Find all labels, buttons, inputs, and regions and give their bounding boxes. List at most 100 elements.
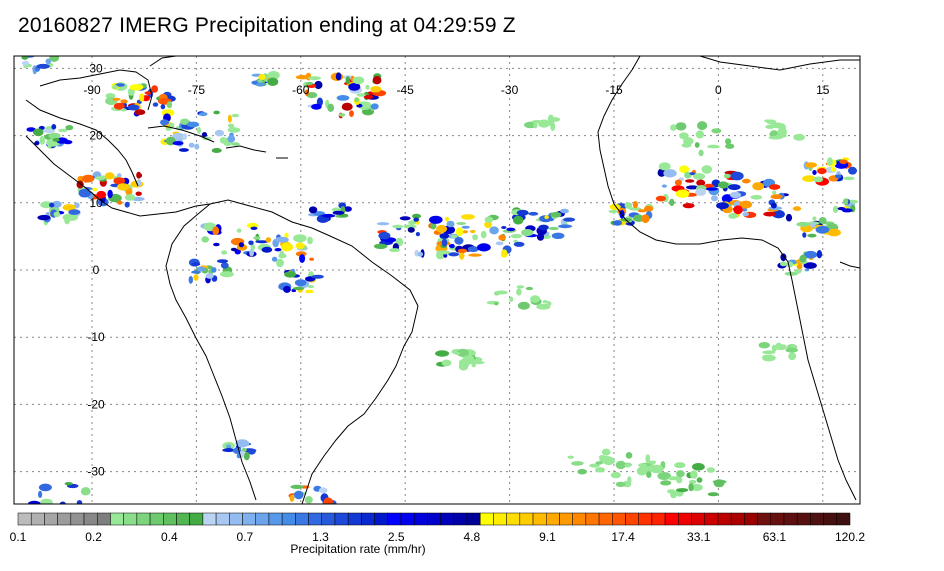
precip-cell (794, 268, 802, 274)
precip-cell (238, 242, 244, 248)
precip-cell (151, 85, 159, 93)
precip-cell (454, 237, 464, 245)
colorbar-tick-label: 120.2 (835, 530, 865, 544)
precip-cell (667, 489, 676, 494)
precip-cell (706, 467, 716, 473)
precip-cell (332, 210, 345, 215)
precip-cell (778, 123, 786, 132)
precip-cell (188, 276, 193, 284)
map-frame (13, 55, 861, 505)
precip-cell (182, 133, 188, 141)
precip-cell (436, 224, 448, 233)
precip-cell (742, 178, 751, 184)
precip-cell (772, 210, 785, 219)
precip-cell (827, 157, 833, 166)
precip-cell (283, 285, 291, 293)
colorbar-tick-label: 63.1 (763, 530, 787, 544)
precip-cell (304, 89, 309, 96)
precip-cell (231, 142, 240, 146)
precip-cell (258, 74, 266, 80)
colorbar-swatch (295, 512, 309, 526)
precip-cell (713, 479, 725, 488)
colorbar-swatch (479, 512, 494, 526)
precip-cell (521, 229, 534, 237)
precip-cell (725, 143, 735, 149)
map-title: 20160827 IMERG Precipitation ending at 0… (18, 14, 516, 37)
precip-cell (516, 285, 525, 289)
colorbar-swatch (268, 512, 283, 526)
colorbar-swatch (651, 512, 666, 526)
colorbar-swatch (783, 512, 798, 526)
precip-cell (295, 242, 305, 249)
precip-cell (804, 162, 817, 168)
colorbar-swatch (30, 512, 45, 526)
colorbar-swatches (17, 512, 851, 526)
precip-cell (615, 460, 626, 470)
precip-cell (839, 159, 848, 165)
colorbar-swatch (229, 512, 243, 526)
precip-cell (696, 179, 706, 187)
precip-cell (723, 173, 731, 179)
precip-cell (198, 112, 208, 117)
precip-cell (494, 302, 499, 306)
precip-cell (536, 233, 545, 241)
precip-cell (213, 110, 220, 115)
precip-cell (348, 83, 361, 91)
precip-cell (739, 200, 752, 209)
precip-cell (436, 250, 451, 255)
colorbar-swatch (149, 512, 164, 526)
precip-cell (692, 463, 705, 471)
precip-cell (758, 342, 770, 349)
precip-cell (120, 99, 128, 104)
precip-cell (363, 95, 374, 100)
precip-cell (458, 250, 465, 260)
precip-cell (135, 191, 142, 196)
latitude-label: -20 (87, 397, 105, 411)
precip-cell (567, 455, 574, 459)
precip-cell (311, 103, 322, 110)
colorbar-swatch (691, 512, 705, 526)
precip-cell (76, 500, 83, 504)
precip-cell (96, 190, 107, 199)
precip-cell (682, 203, 695, 209)
precip-cell (49, 56, 60, 62)
coastline-segment (25, 99, 139, 187)
precip-cell (47, 141, 52, 149)
precip-cell (53, 211, 61, 218)
precip-cell (455, 227, 464, 236)
precip-cell (249, 248, 255, 257)
precip-cell (548, 226, 559, 231)
colorbar-swatch (664, 512, 679, 526)
colorbar-swatch (176, 512, 190, 526)
precip-cell (250, 226, 258, 230)
precip-cell (550, 211, 562, 218)
precip-cell (686, 185, 699, 190)
precip-cell (541, 234, 552, 239)
precip-cell (728, 184, 741, 191)
colorbar-tick-label: 9.1 (539, 530, 556, 544)
precip-cell (489, 226, 499, 235)
precip-cell (525, 286, 534, 291)
precip-cell (549, 122, 556, 127)
precip-cell (804, 268, 810, 272)
precip-cell (613, 220, 622, 226)
colorbar-tick-label: 2.5 (388, 530, 405, 544)
precip-cell (196, 266, 206, 272)
precip-cell (21, 56, 29, 60)
precip-cell (707, 492, 719, 497)
precip-cell (197, 126, 201, 134)
colorbar-tick-label: 0.1 (10, 530, 27, 544)
precip-cell (160, 104, 166, 110)
colorbar-swatch (730, 512, 745, 526)
precip-cell (448, 252, 460, 257)
precip-cell (467, 246, 479, 253)
precip-cell (796, 263, 803, 270)
precip-cell (248, 240, 254, 246)
precip-cell (349, 110, 354, 117)
precip-cell (435, 350, 450, 357)
precip-cell (365, 84, 370, 90)
precip-cell (236, 228, 242, 233)
precip-cell (331, 207, 341, 212)
precip-cell (220, 271, 234, 278)
